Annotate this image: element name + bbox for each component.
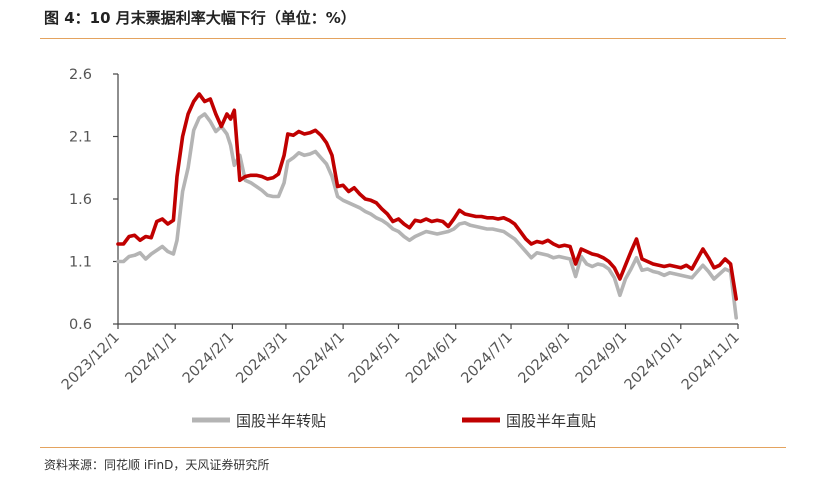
x-tick-label: 2024/5/1 [346, 330, 403, 387]
y-tick-label: 0.6 [69, 317, 92, 333]
series-line-1 [116, 92, 739, 301]
legend: 国股半年转贴 国股半年直贴 [192, 412, 596, 430]
figure-title: 图 4：10 月末票据利率大幅下行（单位：%） [44, 9, 356, 27]
y-tick-label: 1.1 [69, 255, 92, 271]
series-layer [116, 92, 739, 320]
x-tick-label: 2024/1/1 [123, 330, 180, 387]
header-divider [40, 38, 786, 39]
legend-label-1: 国股半年直贴 [506, 412, 596, 430]
x-tick-label: 2024/9/1 [573, 330, 630, 387]
legend-label-0: 国股半年转贴 [236, 412, 326, 430]
x-tick-label: 2024/11/1 [679, 330, 743, 394]
x-tick-label: 2024/3/1 [233, 330, 290, 387]
x-tick-label: 2024/10/1 [622, 330, 686, 394]
footer-divider [40, 447, 786, 448]
y-tick-label: 2.6 [69, 67, 92, 83]
y-tick-label: 2.1 [69, 130, 92, 146]
y-tick-label: 1.6 [69, 192, 92, 208]
y-axis: 0.6 1.1 1.6 2.1 2.6 [69, 67, 119, 333]
x-tick-label: 2023/12/1 [59, 330, 123, 394]
x-tick-label: 2024/2/1 [180, 330, 237, 387]
x-tick-label: 2024/7/1 [459, 330, 516, 387]
x-tick-label: 2024/4/1 [291, 330, 348, 387]
source-note: 资料来源：同花顺 iFinD，天风证券研究所 [44, 458, 270, 472]
series-line-0 [116, 112, 739, 320]
x-tick-label: 2024/8/1 [516, 330, 573, 387]
x-tick-label: 2024/6/1 [403, 330, 460, 387]
